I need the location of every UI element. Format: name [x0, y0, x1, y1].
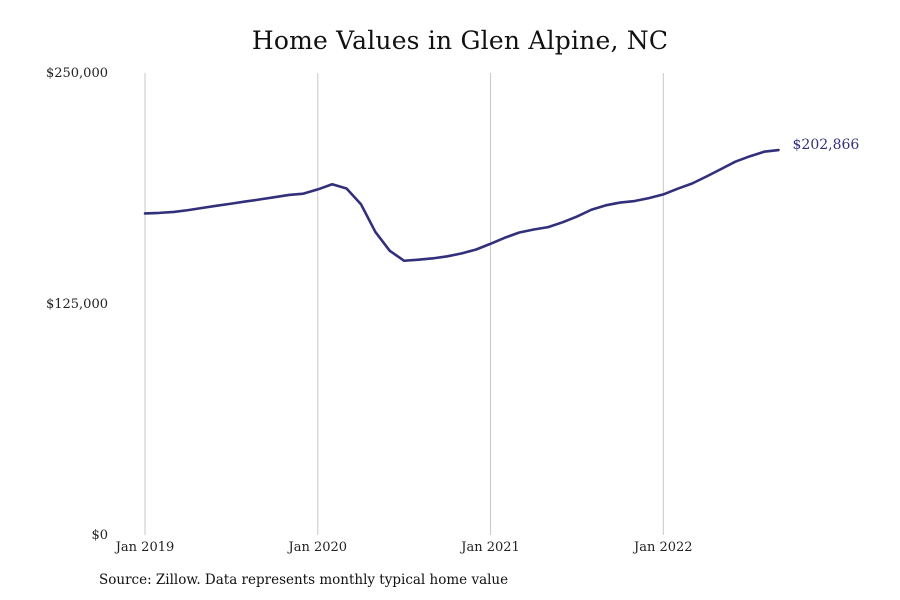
y-tick-label: $250,000	[46, 66, 108, 81]
y-axis-labels: $0 $125,000 $250,000	[46, 66, 108, 543]
x-tick-label: Jan 2020	[286, 540, 347, 555]
chart-title: Home Values in Glen Alpine, NC	[251, 26, 669, 55]
series-layer	[143, 148, 780, 263]
x-tick-label: Jan 2021	[459, 540, 520, 555]
source-note: Source: Zillow. Data represents monthly …	[99, 572, 509, 588]
end-value-label: $202,866	[793, 137, 860, 153]
x-tick-label: Jan 2022	[632, 540, 693, 555]
annotation-layer: $202,866	[793, 137, 860, 153]
x-tick-label: Jan 2019	[114, 540, 175, 555]
series-line	[143, 148, 780, 263]
x-axis-labels: Jan 2019 Jan 2020 Jan 2021 Jan 2022	[114, 540, 693, 555]
y-tick-label: $125,000	[46, 297, 108, 312]
y-tick-label: $0	[91, 528, 108, 543]
grid-lines	[144, 73, 664, 535]
